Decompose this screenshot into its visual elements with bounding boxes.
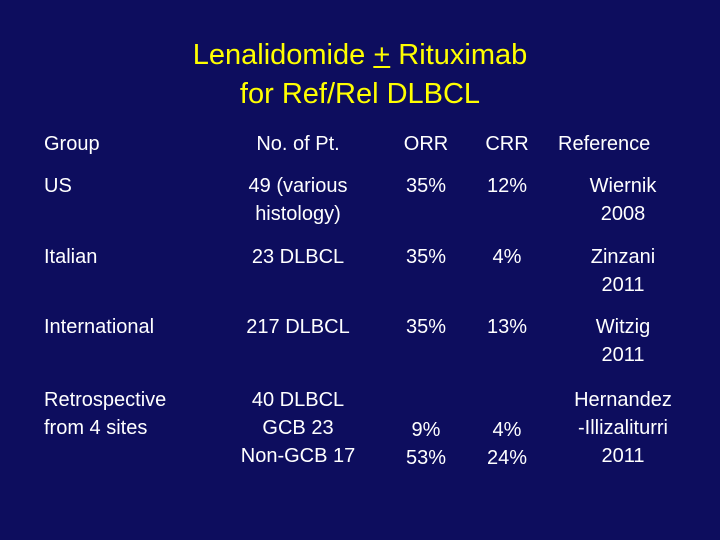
- cell-pts: 217 DLBCL: [246, 316, 350, 338]
- cell-crr-line: 24%: [486, 447, 528, 469]
- cell-ref-line: Wiernik: [589, 175, 657, 197]
- cell-ref-line: 2011: [601, 445, 645, 467]
- cell-group-line: from 4 sites: [44, 417, 148, 439]
- cell-ref-line: 2011: [601, 274, 645, 296]
- cell-group-line: Retrospective: [44, 389, 167, 411]
- cell-group: International: [44, 316, 155, 338]
- cell-pts: 23 DLBCL: [251, 246, 345, 268]
- cell-ref-line: -Illizaliturri: [578, 417, 668, 439]
- cell-crr: 4%: [492, 246, 522, 268]
- title-text-b: Rituximab: [390, 39, 528, 71]
- title-plus-underlined: +: [373, 39, 391, 71]
- cell-group: Retrospective from 4 sites: [44, 386, 166, 442]
- cell-reference: Wiernik 2008: [528, 172, 718, 228]
- cell-pts-line: 40 DLBCL: [251, 389, 345, 411]
- cell-group: US: [44, 175, 72, 197]
- header-reference: Reference: [558, 133, 651, 155]
- cell-reference: Witzig 2011: [528, 313, 718, 369]
- cell-crr-line: 4%: [492, 419, 522, 441]
- cell-orr: 9% 53%: [395, 416, 457, 472]
- title-line-2: for Ref/Rel DLBCL: [239, 78, 481, 110]
- cell-orr: 35%: [405, 246, 447, 268]
- cell-ref-line: Zinzani: [590, 246, 656, 268]
- cell-pts: 40 DLBCL GCB 23 Non-GCB 17: [218, 386, 378, 470]
- cell-orr-line: 53%: [405, 447, 447, 469]
- cell-orr: 35%: [405, 316, 447, 338]
- cell-reference: Zinzani 2011: [528, 243, 718, 299]
- title-line-1: Lenalidomide + Rituximab: [0, 36, 720, 75]
- cell-orr-line: 9%: [411, 419, 441, 441]
- cell-pts-line: histology): [255, 203, 341, 225]
- header-no-of-pt: No. of Pt.: [256, 133, 340, 155]
- slide-title: Lenalidomide + Rituximab for Ref/Rel DLB…: [0, 36, 720, 114]
- cell-reference: Hernandez -Illizaliturri 2011: [528, 386, 718, 470]
- header-crr: CRR: [485, 133, 529, 155]
- cell-ref-line: 2008: [600, 203, 646, 225]
- cell-pts-line: Non-GCB 17: [240, 445, 356, 467]
- cell-pts-line: 49 (various: [248, 175, 348, 197]
- cell-group: Italian: [44, 246, 98, 268]
- cell-pts: 49 (various histology): [218, 172, 378, 228]
- cell-crr: 4% 24%: [476, 416, 538, 472]
- header-orr: ORR: [403, 133, 449, 155]
- cell-crr: 12%: [486, 175, 528, 197]
- cell-ref-line: 2011: [601, 344, 645, 366]
- header-group: Group: [44, 133, 100, 155]
- cell-orr: 35%: [405, 175, 447, 197]
- cell-crr: 13%: [486, 316, 528, 338]
- cell-pts-line: GCB 23: [262, 417, 334, 439]
- cell-ref-line: Hernandez: [574, 389, 672, 411]
- cell-ref-line: Witzig: [595, 316, 651, 338]
- title-text-a: Lenalidomide: [192, 39, 374, 71]
